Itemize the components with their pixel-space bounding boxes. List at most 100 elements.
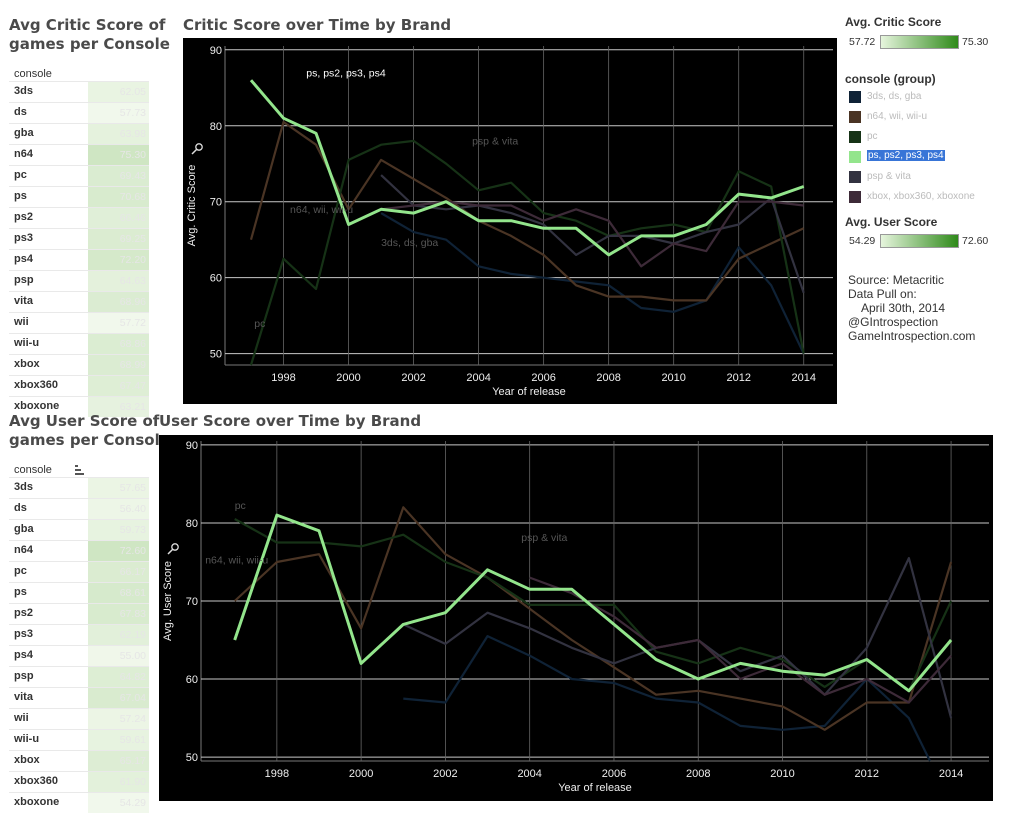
user-table-title: Avg User Score of games per Console — [9, 412, 170, 450]
legend-label: pc — [867, 131, 878, 142]
table-row[interactable]: 3ds 62.05 — [9, 81, 149, 102]
score-cell: 68.96 — [88, 292, 149, 312]
console-name: n64 — [14, 544, 33, 556]
console-name: xbox360 — [14, 379, 59, 391]
score-cell: 66.17 — [88, 562, 149, 582]
table-row[interactable]: n64 72.60 — [9, 540, 149, 561]
table-row[interactable]: ps4 72.20 — [9, 249, 149, 270]
console-name: vita — [14, 691, 33, 703]
score-cell: 57.65 — [88, 478, 149, 498]
table-row[interactable]: gba 63.98 — [9, 123, 149, 144]
table-row[interactable]: wii 57.24 — [9, 708, 149, 729]
score-cell: 59.73 — [88, 520, 149, 540]
critic-table-title-line2: games per Console — [9, 35, 170, 53]
critic-table-header[interactable]: console — [9, 67, 149, 81]
console-name: ps4 — [14, 649, 33, 661]
data-pull-date: April 30th, 2014 — [861, 301, 946, 315]
y-tick-label: 90 — [186, 440, 198, 452]
console-name: ps — [14, 190, 27, 202]
y-tick-label: 70 — [210, 197, 222, 209]
table-row[interactable]: 3ds 57.65 — [9, 477, 149, 498]
table-row[interactable]: ps2 66.46 — [9, 207, 149, 228]
website-link[interactable]: GameIntrospection.com — [848, 329, 976, 343]
console-name: xboxone — [14, 400, 60, 412]
score-cell: 64.82 — [88, 667, 149, 687]
table-row[interactable]: wii 57.72 — [9, 312, 149, 333]
user-table-title-line1: Avg User Score of — [9, 412, 160, 430]
x-tick-label: 2008 — [596, 372, 620, 384]
table-row[interactable]: xboxone 63.21 — [9, 396, 149, 417]
console-name: ds — [14, 106, 27, 118]
x-tick-label: 2010 — [770, 768, 794, 780]
source-note: Source: Metacritic Data Pull on: April 3… — [848, 273, 975, 343]
score-cell: 66.46 — [88, 208, 149, 228]
score-cell: 59.61 — [88, 730, 149, 750]
critic-score-gradient — [880, 35, 959, 49]
user-chart-title: User Score over Time by Brand — [159, 412, 422, 430]
legend-label: ps, ps2, ps3, ps4 — [867, 150, 945, 161]
x-axis-title: Year of release — [492, 386, 566, 398]
table-row[interactable]: wii-u 68.86 — [9, 333, 149, 354]
table-row[interactable]: psp 64.82 — [9, 666, 149, 687]
table-row[interactable]: ps2 67.83 — [9, 603, 149, 624]
table-row[interactable]: gba 59.73 — [9, 519, 149, 540]
console-name: wii — [14, 316, 29, 328]
column-header-console: console — [14, 68, 52, 80]
table-row[interactable]: vita 67.04 — [9, 687, 149, 708]
table-row[interactable]: xbox 65.17 — [9, 750, 149, 771]
console-name: xbox — [14, 358, 40, 370]
table-row[interactable]: pc 66.17 — [9, 561, 149, 582]
legend-label: 3ds, ds, gba — [867, 91, 922, 102]
legend-label: xbox, xbox360, xboxone — [867, 191, 975, 202]
legend-swatch — [849, 131, 861, 143]
console-name: xbox360 — [14, 775, 59, 787]
table-row[interactable]: vita 68.96 — [9, 291, 149, 312]
critic-table-title-line1: Avg Critic Score of — [9, 16, 166, 34]
console-name: ps2 — [14, 211, 33, 223]
chart-background — [159, 435, 993, 801]
user-score-table: console 3ds 57.65 ds 56.40 gba 59.73 n64 72.60 p… — [9, 463, 149, 813]
table-row[interactable]: xbox360 67.47 — [9, 375, 149, 396]
table-row[interactable]: ps3 62.19 — [9, 624, 149, 645]
table-row[interactable]: ps4 55.00 — [9, 645, 149, 666]
table-row[interactable]: xboxone 54.29 — [9, 792, 149, 813]
table-row[interactable]: psp 64.63 — [9, 270, 149, 291]
user-table-header[interactable]: console — [9, 463, 149, 477]
table-row[interactable]: wii-u 59.61 — [9, 729, 149, 750]
y-tick-label: 50 — [210, 349, 222, 361]
legend-swatch — [849, 111, 861, 123]
critic-score-chart[interactable]: 50 60 70 80 90 1998 2000 2002 2004 2006 2008 2010 20… — [183, 38, 837, 404]
critic-table-title: Avg Critic Score of games per Console — [9, 16, 170, 54]
column-header-console: console — [14, 464, 52, 476]
console-group-legend: 3ds, ds, gba n64, wii, wii-u pc ps, ps2, ps… — [845, 88, 1015, 208]
table-row[interactable]: pc 69.43 — [9, 165, 149, 186]
legend-swatch — [849, 91, 861, 103]
score-cell: 57.73 — [88, 103, 149, 123]
user-score-chart[interactable]: 50 60 70 80 90 1998 2000 2002 2004 2006 2008 2010 20… — [159, 435, 993, 801]
twitter-handle[interactable]: @GIntrospection — [848, 315, 939, 329]
data-pull-label: Data Pull on: — [848, 287, 917, 301]
y-tick-label: 90 — [210, 45, 222, 57]
console-group-legend-title: console (group) — [845, 72, 936, 86]
table-row[interactable]: n64 75.30 — [9, 144, 149, 165]
table-row[interactable]: ps 68.61 — [9, 582, 149, 603]
console-name: n64 — [14, 148, 33, 160]
table-row[interactable]: xbox360 61.90 — [9, 771, 149, 792]
console-name: gba — [14, 523, 34, 535]
table-row[interactable]: xbox 68.99 — [9, 354, 149, 375]
table-row[interactable]: ds 57.73 — [9, 102, 149, 123]
table-row[interactable]: ds 56.40 — [9, 498, 149, 519]
console-name: ps3 — [14, 628, 33, 640]
score-cell: 67.04 — [88, 688, 149, 708]
legend-swatch — [849, 151, 861, 163]
table-row[interactable]: ps3 69.25 — [9, 228, 149, 249]
series-line — [249, 120, 805, 302]
score-cell: 65.17 — [88, 751, 149, 771]
critic-score-legend-title: Avg. Critic Score — [845, 15, 942, 29]
user-score-legend-title: Avg. User Score — [845, 215, 938, 229]
sort-icon[interactable] — [75, 465, 84, 475]
console-name: 3ds — [14, 481, 33, 493]
critic-score-max: 75.30 — [962, 36, 989, 48]
x-tick-label: 2014 — [791, 372, 815, 384]
table-row[interactable]: ps 70.68 — [9, 186, 149, 207]
